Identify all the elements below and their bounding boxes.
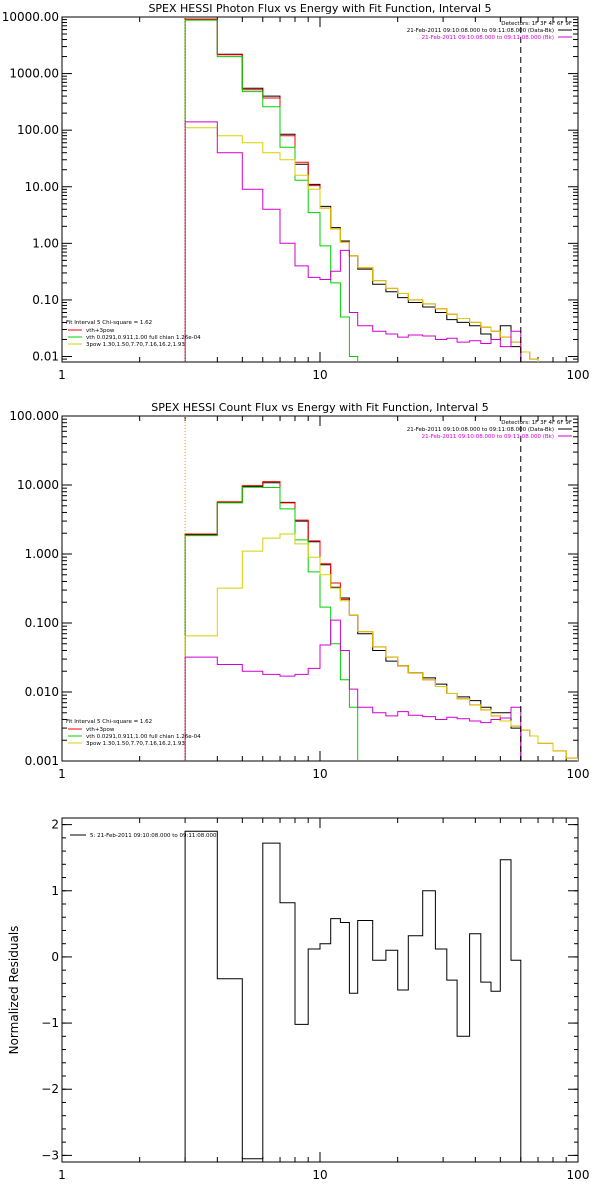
y-tick-label: 1 xyxy=(51,884,59,898)
y-axis-label: Normalized Residuals xyxy=(7,926,21,1055)
header-line-1: 21-Feb-2011 09:10:08.000 to 09:11:08.000… xyxy=(407,28,554,34)
legend-item-1: vth 0.0291,0.911,1.00 full chian 1.26e-0… xyxy=(86,734,201,740)
series-1-line xyxy=(184,481,578,761)
x-tick-label: 100 xyxy=(567,368,590,382)
series-1-line xyxy=(184,18,539,362)
legend-item-2: 3pow 1.30,1.50,7.70,7.16,16.2,1.93 xyxy=(86,741,185,747)
y-tick-label: 100.00 xyxy=(17,123,59,137)
y-tick-label: 0 xyxy=(51,950,59,964)
x-tick-label: 100 xyxy=(567,767,590,781)
series-0-line xyxy=(184,19,522,362)
legend-item-1: vth 0.0291,0.911,1.00 full chian 1.26e-0… xyxy=(86,335,201,341)
header-line-2: 21-Feb-2011 09:10:08.000 to 09:11:08.000… xyxy=(422,434,554,440)
photon-flux-panel: SPEX HESSI Photon Flux vs Energy with Fi… xyxy=(2,2,590,382)
legend-item-2: 3pow 1.30,1.50,7.70,7.16,16.2,1.93 xyxy=(86,342,185,348)
header-line-1: 21-Feb-2011 09:10:08.000 to 09:11:08.000… xyxy=(407,427,554,433)
series-group xyxy=(184,830,522,1162)
series-3-line xyxy=(184,533,578,761)
series-2-line xyxy=(184,19,359,362)
legend-title: Fit Interval 5 Chi-square = 1.62 xyxy=(66,719,152,725)
chart-title: SPEX HESSI Photon Flux vs Energy with Fi… xyxy=(148,2,491,15)
series-0-line xyxy=(184,482,522,761)
y-tick-label: 2 xyxy=(51,818,59,832)
y-tick-label: −2 xyxy=(41,1082,59,1096)
y-tick-label: −1 xyxy=(41,1016,59,1030)
y-tick-label: 1000.00 xyxy=(9,67,59,81)
x-tick-label: 1 xyxy=(58,1168,66,1182)
y-tick-label: −3 xyxy=(41,1148,59,1162)
series-group xyxy=(184,481,578,761)
header-line-2: 21-Feb-2011 09:10:08.000 to 09:11:08.000… xyxy=(422,35,554,41)
series-4-line xyxy=(184,121,522,362)
y-tick-label: 100.000 xyxy=(9,409,59,423)
series-2-line xyxy=(184,486,374,761)
series-4-line xyxy=(184,619,522,761)
header-line-0: Detectors: 1F 3F 4F 6F 9F xyxy=(501,420,572,426)
y-tick-label: 10.00 xyxy=(25,180,59,194)
x-tick-label: 100 xyxy=(567,1168,590,1182)
x-tick-label: 10 xyxy=(312,1168,327,1182)
y-tick-label: 1.000 xyxy=(25,547,59,561)
count-flux-panel: SPEX HESSI Count Flux vs Energy with Fit… xyxy=(9,401,589,781)
legend-item-0: vth+3pow xyxy=(86,727,115,733)
y-tick-label: 0.001 xyxy=(25,754,59,768)
y-tick-label: 10000.00 xyxy=(2,10,59,24)
x-tick-label: 1 xyxy=(58,767,66,781)
x-tick-label: 10 xyxy=(312,767,327,781)
y-tick-label: 0.01 xyxy=(32,350,59,364)
y-tick-label: 0.100 xyxy=(25,616,59,630)
series-3-line xyxy=(184,127,539,362)
y-tick-label: 10.000 xyxy=(17,478,59,492)
series-group xyxy=(184,18,539,362)
legend-item-0: vth+3pow xyxy=(86,328,115,334)
y-tick-label: 0.010 xyxy=(25,685,59,699)
legend-item-0: 5: 21-Feb-2011 09:10:08.000 to 09:11:08.… xyxy=(90,833,217,839)
legend-title: Fit Interval 5 Chi-square = 1.62 xyxy=(66,320,152,326)
chart-title: SPEX HESSI Count Flux vs Energy with Fit… xyxy=(151,401,488,414)
y-tick-label: 0.10 xyxy=(32,293,59,307)
x-tick-label: 10 xyxy=(312,368,327,382)
x-tick-label: 1 xyxy=(58,368,66,382)
series-0-line xyxy=(184,830,522,1162)
y-tick-label: 1.00 xyxy=(32,236,59,250)
header-line-0: Detectors: 1F 3F 4F 6F 9F xyxy=(501,21,572,27)
